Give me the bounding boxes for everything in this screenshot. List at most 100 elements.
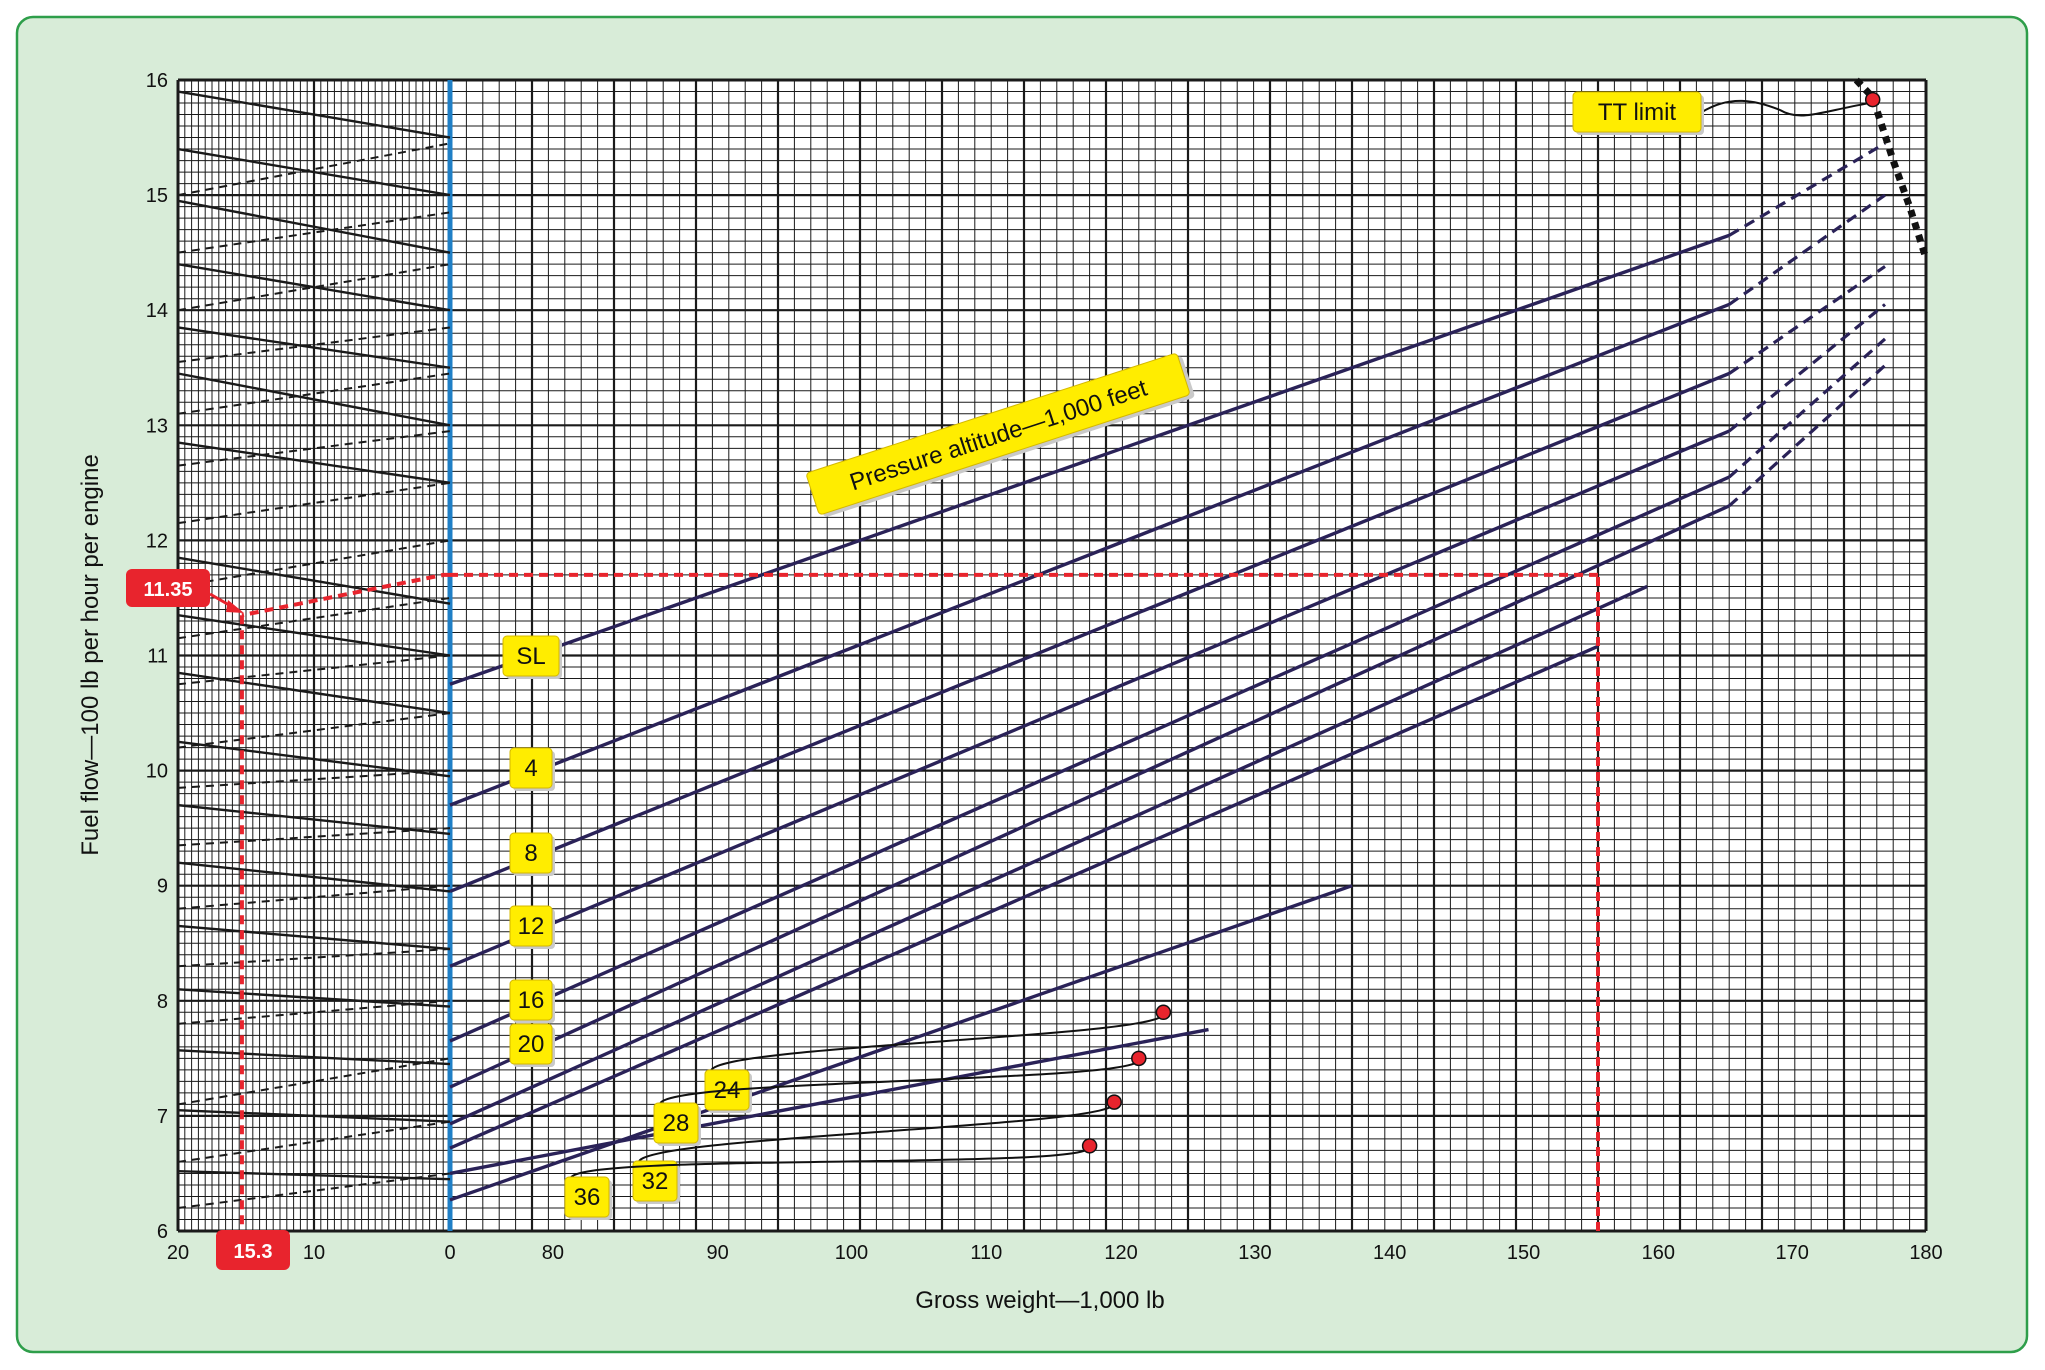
- y-axis-title: Fuel flow—100 lb per hour per engine: [77, 454, 104, 856]
- left-guide-solid: [177, 740, 451, 778]
- curve-12-extension: [1728, 303, 1887, 433]
- left-guide-solid: [177, 90, 451, 139]
- left-guide-dashed: [177, 999, 451, 1025]
- left-guide-solid: [177, 861, 451, 893]
- ceiling-leader-24: [709, 1011, 1165, 1073]
- result-fuel-callout: 11.35: [126, 569, 244, 613]
- left-x-tick-label: 0: [444, 1242, 455, 1264]
- x-tick-label: 140: [1373, 1242, 1406, 1264]
- ceiling-marker-28: [1131, 1050, 1147, 1067]
- left-guide-solid: [177, 147, 451, 197]
- ceiling-label-28: 28: [653, 1102, 701, 1146]
- curve-label-12-box: [509, 905, 553, 947]
- left-x-tick-label: 10: [303, 1242, 325, 1264]
- ceiling-marker-24: [1155, 1004, 1172, 1021]
- left-guide-dashed: [177, 326, 451, 363]
- left-guide-solid: [177, 1108, 451, 1123]
- pressure-altitude-curves: [449, 141, 1887, 1202]
- ceiling-leader-32: [637, 1101, 1116, 1164]
- curve-label-12: 12: [509, 905, 555, 949]
- left-guide-solid: [177, 556, 451, 605]
- left-guide-dashed: [177, 481, 451, 525]
- curve-32: [449, 1027, 1209, 1176]
- left-guide-solid: [177, 614, 451, 657]
- curve-label-16: 16: [509, 979, 555, 1023]
- left-guide-dashed: [177, 142, 451, 197]
- pressure-altitude-box: [806, 353, 1190, 515]
- ceiling-label-28-text: 28: [663, 1110, 690, 1137]
- left-guide-dashed: [177, 948, 451, 968]
- left-guide-solid: [177, 803, 451, 836]
- left-guide-dashed: [177, 372, 451, 415]
- left-guide-dashed: [177, 884, 451, 910]
- grid: [176, 78, 1928, 1233]
- y-tick-label: 16: [146, 70, 168, 92]
- curve-label-4-text: 4: [524, 755, 537, 782]
- x-tick-label: 160: [1642, 1242, 1675, 1264]
- curve-label-20: 20: [509, 1023, 555, 1067]
- left-reference-panel: [177, 90, 451, 1209]
- ceiling-label-36-text: 36: [574, 1184, 601, 1211]
- left-guide-dashed: [177, 211, 451, 254]
- left-guide-dashed: [177, 263, 451, 312]
- y-tick-label: 13: [146, 415, 168, 437]
- left-guide-dashed: [177, 430, 451, 467]
- curve-label-SL-text: SL: [516, 643, 545, 670]
- curve-label-16-box: [509, 979, 553, 1021]
- result-weight-box: [216, 1230, 290, 1270]
- left-guide-solid: [177, 924, 451, 951]
- tt-limit-curve: [1853, 77, 1930, 260]
- ceiling-label-36-box: [564, 1176, 610, 1218]
- curve-12: [449, 429, 1730, 968]
- tt-limit-leader: [1701, 99, 1867, 117]
- tt-limit-label-text: TT limit: [1598, 99, 1677, 126]
- result-fuel-text: 11.35: [144, 579, 193, 601]
- y-tick-label: 6: [157, 1221, 168, 1243]
- tt-limit-marker: [1864, 91, 1881, 108]
- curve-SL: [449, 233, 1730, 686]
- x-tick-label: 100: [835, 1242, 868, 1264]
- y-tick-label: 11: [147, 646, 168, 668]
- y-tick-label: 7: [157, 1106, 168, 1128]
- result-fuel-box: [126, 569, 210, 607]
- example-path: [239, 572, 1600, 1231]
- example-guide-line: [241, 572, 450, 618]
- left-guide-dashed: [177, 1120, 451, 1163]
- left-guide-solid: [177, 262, 451, 312]
- left-guide-dashed: [177, 769, 451, 789]
- curve-24: [449, 584, 1648, 1126]
- curve-8: [449, 371, 1730, 894]
- curve-label-SL-box: [502, 635, 560, 677]
- curve-SL-extension: [1728, 141, 1886, 237]
- left-guide-dashed: [177, 827, 451, 847]
- x-tick-label: 80: [542, 1242, 564, 1264]
- ceiling-label-32-text: 32: [642, 1168, 669, 1195]
- curve-label-8-text: 8: [524, 840, 537, 867]
- curve-label-8-box: [509, 832, 553, 874]
- x-tick-label: 120: [1104, 1242, 1137, 1264]
- left-x-tick-label: 20: [167, 1242, 189, 1264]
- result-weight-callout: 15.3: [216, 1230, 290, 1270]
- y-tick-label: 10: [146, 761, 168, 783]
- left-guide-dashed: [177, 539, 451, 588]
- curve-label-SL: SL: [502, 635, 562, 679]
- left-guide-solid: [177, 1049, 451, 1066]
- curve-20: [449, 504, 1730, 1089]
- left-guide-dashed: [177, 596, 451, 640]
- curve-label-16-text: 16: [518, 987, 545, 1014]
- tt-limit-label-box: [1572, 91, 1702, 133]
- left-guide-dashed: [177, 1057, 451, 1106]
- x-tick-label: 180: [1909, 1242, 1942, 1264]
- y-tick-label: 12: [146, 530, 168, 552]
- tt-limit-line: [1853, 77, 1930, 260]
- tt-limit-label: TT limit: [1572, 91, 1704, 135]
- y-tick-label: 15: [146, 185, 168, 207]
- curve-28: [449, 644, 1599, 1150]
- curve-label-4: 4: [509, 747, 555, 791]
- left-guide-solid: [177, 199, 451, 254]
- x-axis-title: Gross weight—1,000 lb: [915, 1287, 1164, 1314]
- curve-4-extension: [1728, 193, 1886, 306]
- curve-label-4-box: [509, 747, 553, 789]
